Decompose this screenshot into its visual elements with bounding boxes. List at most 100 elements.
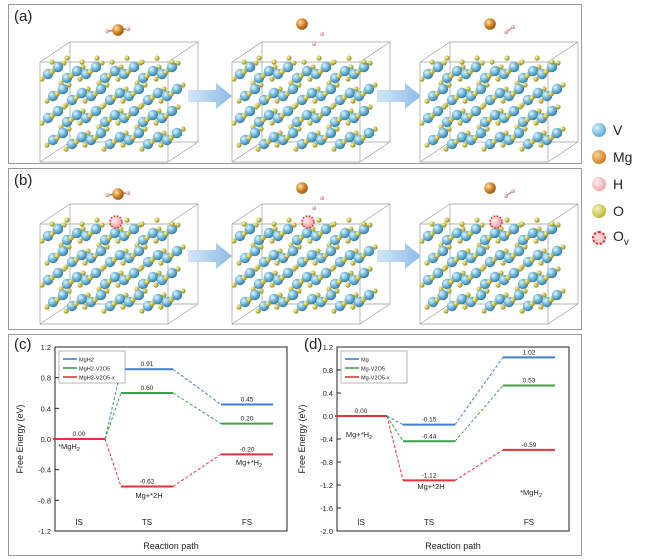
data-label: 0.91	[141, 361, 154, 368]
y-tick-label: -2.0	[320, 527, 333, 536]
legend-o: O	[592, 201, 624, 221]
legend-entry: MgH2	[79, 357, 94, 363]
o-atom-icon	[592, 204, 606, 218]
legend-entry: MgH2-V2O5	[79, 366, 110, 372]
crystal-slab	[419, 18, 579, 163]
legend-ov-label: Ov	[613, 228, 629, 248]
panel-a-label: (a)	[14, 8, 33, 25]
panel-b-label: (b)	[14, 172, 33, 189]
crystal-slab	[39, 188, 199, 325]
legend-mg: Mg	[592, 147, 632, 167]
x-category-label: IS	[75, 518, 83, 527]
right-arrow-icon	[188, 83, 232, 109]
series-legend: MgH2 MgH2-V2O5 MgH2-V2O5-x	[58, 350, 126, 384]
y-tick-label: 1.2	[41, 343, 51, 352]
data-label: -1.12	[422, 472, 437, 479]
energy-connector	[104, 438, 122, 487]
data-label: -0.15	[422, 417, 437, 424]
v-atom-icon	[592, 123, 606, 137]
data-label: -0.59	[522, 442, 537, 449]
series-legend: Mg Mg-V2O5 Mg-V2O5-x	[340, 350, 408, 384]
data-label: -0.62	[140, 479, 155, 486]
data-label: 0.00	[73, 431, 86, 438]
y-tick-label: 0.4	[323, 389, 333, 398]
right-arrow-icon	[377, 83, 421, 109]
y-axis-label: Free Energy (eV)	[15, 404, 25, 473]
y-tick-label: -0.4	[38, 466, 51, 475]
data-label: 0.00	[355, 408, 368, 415]
y-tick-label: -1.2	[38, 527, 51, 536]
oxygen-vacancy-icon	[592, 231, 606, 245]
y-tick-label: 0.0	[323, 412, 333, 421]
crystal-slab	[231, 18, 391, 163]
energy-connector	[172, 392, 222, 425]
y-tick-label: -0.8	[38, 496, 51, 505]
legend-entry: Mg-V2O5	[361, 366, 385, 372]
oxygen-vacancy-icon	[489, 215, 503, 229]
energy-connector	[172, 368, 222, 405]
data-label: 1.02	[523, 349, 536, 356]
panel-d-label: (d)	[304, 336, 323, 353]
y-tick-label: -0.8	[320, 458, 333, 467]
data-label: 0.20	[241, 416, 254, 423]
energy-connector	[104, 392, 122, 440]
state-annotation: Mg+*H2	[236, 458, 262, 469]
mg-atom-icon	[592, 150, 606, 164]
h-atom-icon	[592, 177, 606, 191]
x-axis-label: Reaction path	[143, 541, 199, 551]
chart-c: 1.2 0.8 0.4 0.0 -0.4 -0.8 -1.2 Free Energy (eV)…	[15, 343, 288, 551]
state-annotation: *MgH2	[520, 488, 542, 499]
x-category-label: FS	[242, 518, 252, 527]
state-annotation: Mg+*2H	[417, 482, 444, 491]
crystal-slab	[39, 24, 199, 163]
panel-b-frame	[8, 168, 582, 330]
y-axis-label: Free Energy (eV)	[297, 404, 307, 473]
data-label: 0.53	[523, 378, 536, 385]
legend-entry: Mg-V2O5-x	[361, 375, 390, 381]
data-label: 0.60	[141, 385, 154, 392]
y-tick-label: -1.2	[320, 481, 333, 490]
legend-v: V	[592, 120, 622, 140]
legend-h: H	[592, 174, 623, 194]
x-axis-label: Reaction path	[425, 541, 481, 551]
x-category-label: TS	[142, 518, 152, 527]
y-tick-label: 0.8	[41, 374, 51, 383]
x-category-label: FS	[524, 518, 534, 527]
energy-connector	[386, 415, 404, 426]
energy-connector	[454, 449, 504, 481]
state-annotation: *MgH2	[58, 442, 80, 453]
state-annotation: Mg+*2H	[135, 491, 162, 500]
energy-connector	[454, 357, 504, 425]
oxygen-vacancy-icon	[109, 215, 123, 229]
legend-o-label: O	[613, 203, 624, 219]
energy-connector	[172, 453, 222, 487]
panel-a-frame	[8, 4, 582, 164]
y-tick-label: 0.0	[41, 435, 51, 444]
legend-v-label: V	[613, 122, 623, 138]
data-label: 0.45	[241, 397, 254, 404]
y-tick-label: -0.4	[320, 435, 333, 444]
chart-d: 1.2 0.8 0.4 0.0 -0.4 -0.8 -1.2 -1.6 -2.0 Free Ene…	[297, 343, 570, 551]
legend-h-label: H	[613, 176, 624, 192]
legend-ov: Ov	[592, 228, 629, 248]
legend-entry: MgH2-V2O5-x	[79, 375, 115, 381]
panel-cd-frame	[8, 334, 582, 556]
y-tick-label: 0.8	[323, 366, 333, 375]
crystal-slab	[231, 182, 391, 325]
x-category-label: TS	[424, 518, 434, 527]
y-tick-label: 1.2	[323, 343, 333, 352]
energy-connector	[386, 415, 404, 442]
y-tick-label: -1.6	[320, 504, 333, 513]
energy-connector	[454, 385, 504, 442]
energy-connector	[104, 369, 122, 440]
right-arrow-icon	[188, 243, 232, 269]
legend-mg-label: Mg	[613, 149, 633, 165]
data-label: -0.44	[422, 433, 437, 440]
state-annotation: Mg+*H2	[346, 430, 372, 441]
x-category-label: IS	[357, 518, 365, 527]
oxygen-vacancy-icon	[301, 215, 315, 229]
y-tick-label: 0.4	[41, 404, 51, 413]
data-label: -0.20	[240, 446, 255, 453]
structure-illustrations	[39, 18, 579, 325]
panel-c-label: (c)	[14, 336, 32, 353]
